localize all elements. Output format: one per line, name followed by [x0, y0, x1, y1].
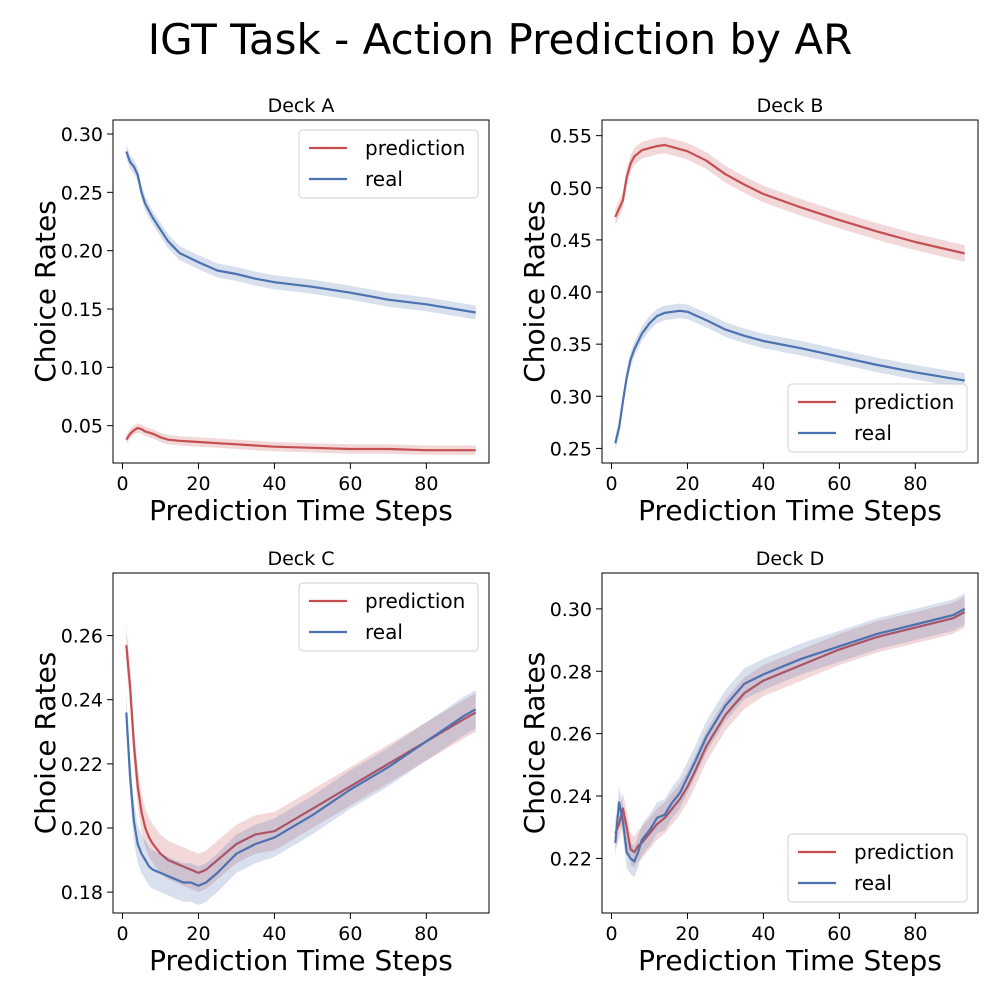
- series-line-prediction: [125, 645, 477, 875]
- x-tick-label: 80: [414, 923, 438, 945]
- x-tick-label: 80: [903, 473, 927, 495]
- x-tick-label: 0: [605, 473, 617, 495]
- legend: prediction real: [787, 383, 968, 453]
- chart-panel-3: Deck C 0 20 40 60 80 0.18 0.20 0.22 0.24 0.26 Predi…: [29, 548, 490, 977]
- legend-label: prediction: [365, 589, 465, 613]
- y-tick-label: 0.30: [61, 124, 103, 146]
- x-tick-label: 60: [338, 473, 362, 495]
- y-tick-label: 0.05: [61, 416, 103, 438]
- axes-frame: [112, 572, 490, 914]
- y-tick-label: 0.20: [61, 818, 103, 840]
- y-tick-label: 0.22: [550, 848, 592, 870]
- y-tick-label: 0.18: [61, 882, 103, 904]
- series-line-prediction: [614, 611, 966, 854]
- legend-label: real: [365, 167, 403, 191]
- y-tick-label: 0.26: [550, 724, 592, 746]
- legend-label: real: [854, 421, 892, 445]
- axes-frame: [112, 119, 490, 464]
- legend: prediction real: [298, 582, 479, 652]
- x-tick-label: 40: [751, 473, 775, 495]
- y-tick-label: 0.24: [61, 690, 103, 712]
- chart-panel-4: Deck D 0 20 40 60 80 0.22 0.24 0.26 0.28 0.30 Predi…: [518, 548, 979, 977]
- x-axis-label: Prediction Time Steps: [638, 494, 942, 527]
- y-tick-label: 0.28: [550, 661, 592, 683]
- series-line-prediction: [125, 426, 476, 452]
- y-axis-label: Choice Rates: [518, 200, 551, 383]
- series-band-real: [615, 303, 965, 451]
- x-tick-label: 20: [186, 473, 210, 495]
- y-tick-label: 0.10: [61, 357, 103, 379]
- x-tick-label: 40: [262, 473, 286, 495]
- y-tick-label: 0.50: [550, 178, 592, 200]
- y-tick-label: 0.25: [550, 438, 592, 460]
- chart-panel-2: Deck B 0 20 40 60 80 0.25 0.30 0.35 0.40 0.45 0.50 0…: [518, 95, 979, 527]
- y-tick-label: 0.22: [61, 754, 103, 776]
- legend: prediction real: [298, 129, 479, 199]
- x-tick-label: 0: [116, 923, 128, 945]
- legend-label: prediction: [365, 136, 465, 160]
- axes-frame: [601, 119, 979, 464]
- series-line-real: [125, 708, 477, 887]
- y-axis-label: Choice Rates: [518, 652, 551, 835]
- y-axis-label: Choice Rates: [29, 200, 62, 383]
- series-line-real: [614, 607, 966, 863]
- figure-title: IGT Task - Action Prediction by AR: [148, 15, 853, 64]
- y-tick-label: 0.15: [61, 299, 103, 321]
- series-band-prediction: [126, 423, 476, 455]
- y-tick-label: 0.20: [61, 241, 103, 263]
- series-band-real: [126, 690, 476, 905]
- x-tick-label: 60: [827, 473, 851, 495]
- subplot-title: Deck D: [756, 548, 824, 570]
- series-line-prediction: [614, 143, 965, 255]
- subplot-title: Deck A: [268, 95, 335, 117]
- legend-label: prediction: [854, 840, 954, 864]
- x-axis-label: Prediction Time Steps: [638, 944, 942, 977]
- x-axis-label: Prediction Time Steps: [149, 494, 453, 527]
- y-tick-label: 0.35: [550, 334, 592, 356]
- x-tick-label: 60: [338, 923, 362, 945]
- series-line-real: [125, 151, 476, 314]
- chart-panel-1: Deck A 0 20 40 60 80 0.05 0.10 0.15 0.20 0.25 0.30 P…: [29, 95, 490, 527]
- legend-label: real: [854, 871, 892, 895]
- x-tick-label: 80: [414, 473, 438, 495]
- x-tick-label: 60: [827, 923, 851, 945]
- y-tick-label: 0.40: [550, 282, 592, 304]
- x-tick-label: 20: [675, 923, 699, 945]
- subplot-title: Deck B: [757, 95, 824, 117]
- x-tick-label: 20: [186, 923, 210, 945]
- series-band-prediction: [615, 136, 965, 262]
- x-tick-label: 80: [903, 923, 927, 945]
- series-line-real: [614, 309, 965, 444]
- y-tick-label: 0.25: [61, 182, 103, 204]
- y-tick-label: 0.55: [550, 126, 592, 148]
- y-tick-label: 0.24: [550, 786, 592, 808]
- y-axis-label: Choice Rates: [29, 652, 62, 835]
- axes-frame: [601, 572, 979, 914]
- panels: Deck A 0 20 40 60 80 0.05 0.10 0.15 0.20 0.25 0.30 P…: [29, 95, 979, 977]
- legend-label: prediction: [854, 390, 954, 414]
- y-tick-label: 0.45: [550, 230, 592, 252]
- y-tick-label: 0.30: [550, 386, 592, 408]
- x-tick-label: 0: [116, 473, 128, 495]
- legend: prediction real: [787, 833, 968, 903]
- subplot-title: Deck C: [267, 548, 334, 570]
- x-tick-label: 0: [605, 923, 617, 945]
- x-axis-label: Prediction Time Steps: [149, 944, 453, 977]
- x-tick-label: 40: [751, 923, 775, 945]
- series-band-real: [126, 144, 476, 320]
- series-band-prediction: [126, 625, 476, 893]
- y-tick-label: 0.26: [61, 626, 103, 648]
- x-tick-label: 40: [262, 923, 286, 945]
- x-tick-label: 20: [675, 473, 699, 495]
- legend-label: real: [365, 620, 403, 644]
- y-tick-label: 0.30: [550, 599, 592, 621]
